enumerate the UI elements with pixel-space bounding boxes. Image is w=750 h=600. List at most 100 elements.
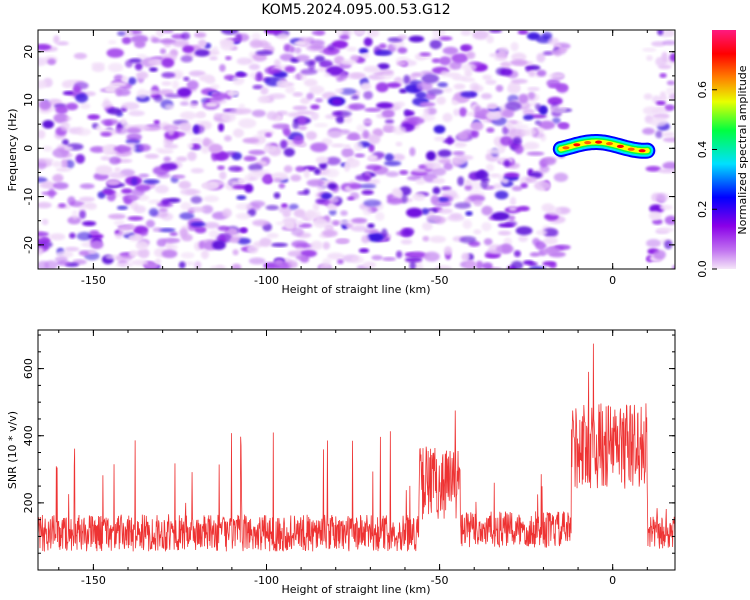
heatmap-cell [62,90,75,96]
heatmap-cell [115,127,128,135]
heatmap-cell [432,177,446,184]
heatmap-cell [532,237,540,246]
heatmap-cell [248,169,265,179]
heatmap-cell [113,74,124,82]
heatmap-cell [272,123,290,130]
heatmap-cell [38,260,50,269]
heatmap-cell [76,231,93,241]
heatmap-cell [306,179,325,187]
heatmap-cell [475,260,484,269]
heatmap-cell [65,116,72,121]
heatmap-cell [339,34,350,40]
heatmap-cell [511,124,529,129]
heatmap-cell [229,236,240,244]
heatmap-cell [439,56,451,66]
colorbar-tick-label: 0.6 [696,81,709,99]
heatmap-cell [322,241,331,250]
heatmap-cell [505,220,518,227]
chart-title: KOM5.2024.095.00.53.G12 [261,2,450,18]
heatmap-cell [381,109,395,119]
heatmap-cell [541,32,553,40]
heatmap-cell [188,70,206,77]
heatmap-cell [295,166,305,172]
heatmap-cell [323,72,331,78]
heatmap-cell [181,32,191,40]
heatmap-cell [131,188,145,197]
heatmap-cell [354,30,366,36]
heatmap-cell [395,141,403,147]
heatmap-cell [284,129,291,137]
heatmap-cell [100,118,119,126]
heatmap-cell [76,128,92,136]
heatmap-cell [136,88,148,99]
heatmap-cell [315,156,329,164]
heatmap-cell [208,143,223,154]
heatmap-cell [133,205,146,214]
heatmap-cell [152,166,170,176]
heatmap-cell [107,62,124,73]
heatmap-cell [509,196,517,206]
heatmap-cell [148,208,159,217]
heatmap-cell [419,52,432,57]
heatmap-cell [429,235,447,243]
heatmap-cell [474,105,482,116]
heatmap-cell [125,59,133,68]
heatmap-cell [346,46,357,52]
heatmap-cell [235,203,253,210]
heatmap-cell [332,220,340,226]
heatmap-cell [543,236,558,245]
heatmap-cell [489,52,506,58]
heatmap-cell [449,61,462,70]
heatmap-cell [235,72,248,77]
heatmap-cell [211,92,228,100]
heatmap-cell [508,215,516,222]
heatmap-cell [309,45,326,50]
heatmap-cell [238,103,245,110]
heatmap-cell [504,172,520,178]
x-tick-label: -100 [254,274,279,287]
x-tick-label: -50 [431,274,449,287]
heatmap-cell [297,116,307,125]
heatmap-cell [437,82,448,88]
heatmap-cell [646,239,661,248]
heatmap-cell [549,105,568,114]
heatmap-cell [293,41,307,46]
heatmap-cell [668,93,675,101]
heatmap-cell [242,137,260,144]
heatmap-cell [534,180,551,191]
heatmap-cell [358,248,370,253]
heatmap-cell [371,255,383,261]
heatmap-cell [91,62,105,68]
heatmap-cell [248,149,266,156]
heatmap-x-axis-label: Height of straight line (km) [281,283,430,296]
heatmap-cell [126,127,142,134]
heatmap-cell [511,52,527,62]
heatmap-cell [229,108,244,115]
snr-y-ticks: 200 400 600 [22,334,675,571]
heatmap-cell [291,240,309,248]
heatmap-cell [331,98,343,106]
heatmap-cell [363,90,373,100]
heatmap-cell [656,227,674,233]
heatmap-cell [345,224,353,229]
heatmap-cell [102,189,116,195]
heatmap-cell [187,151,197,162]
heatmap-cell [151,37,161,43]
x-tick-label: 0 [609,574,616,587]
heatmap-cell [158,39,177,44]
heatmap-cell [653,249,666,260]
heatmap-cell [362,208,373,216]
snr-y-axis-label: SNR (10 * v/v) [6,411,19,489]
heatmap-cell [167,126,175,136]
heatmap-cell [316,185,326,191]
snr-panel: -150 -100 -50 0 200 400 600 Height of straigh… [6,329,676,596]
heatmap-cell [473,229,482,235]
heatmap-cell [386,82,401,88]
heatmap-cell [52,174,64,183]
heatmap-cell [179,101,190,106]
heatmap-cell [270,69,281,74]
heatmap-cell [324,225,333,231]
heatmap-cell [225,90,240,97]
heatmap-cell [434,265,452,269]
